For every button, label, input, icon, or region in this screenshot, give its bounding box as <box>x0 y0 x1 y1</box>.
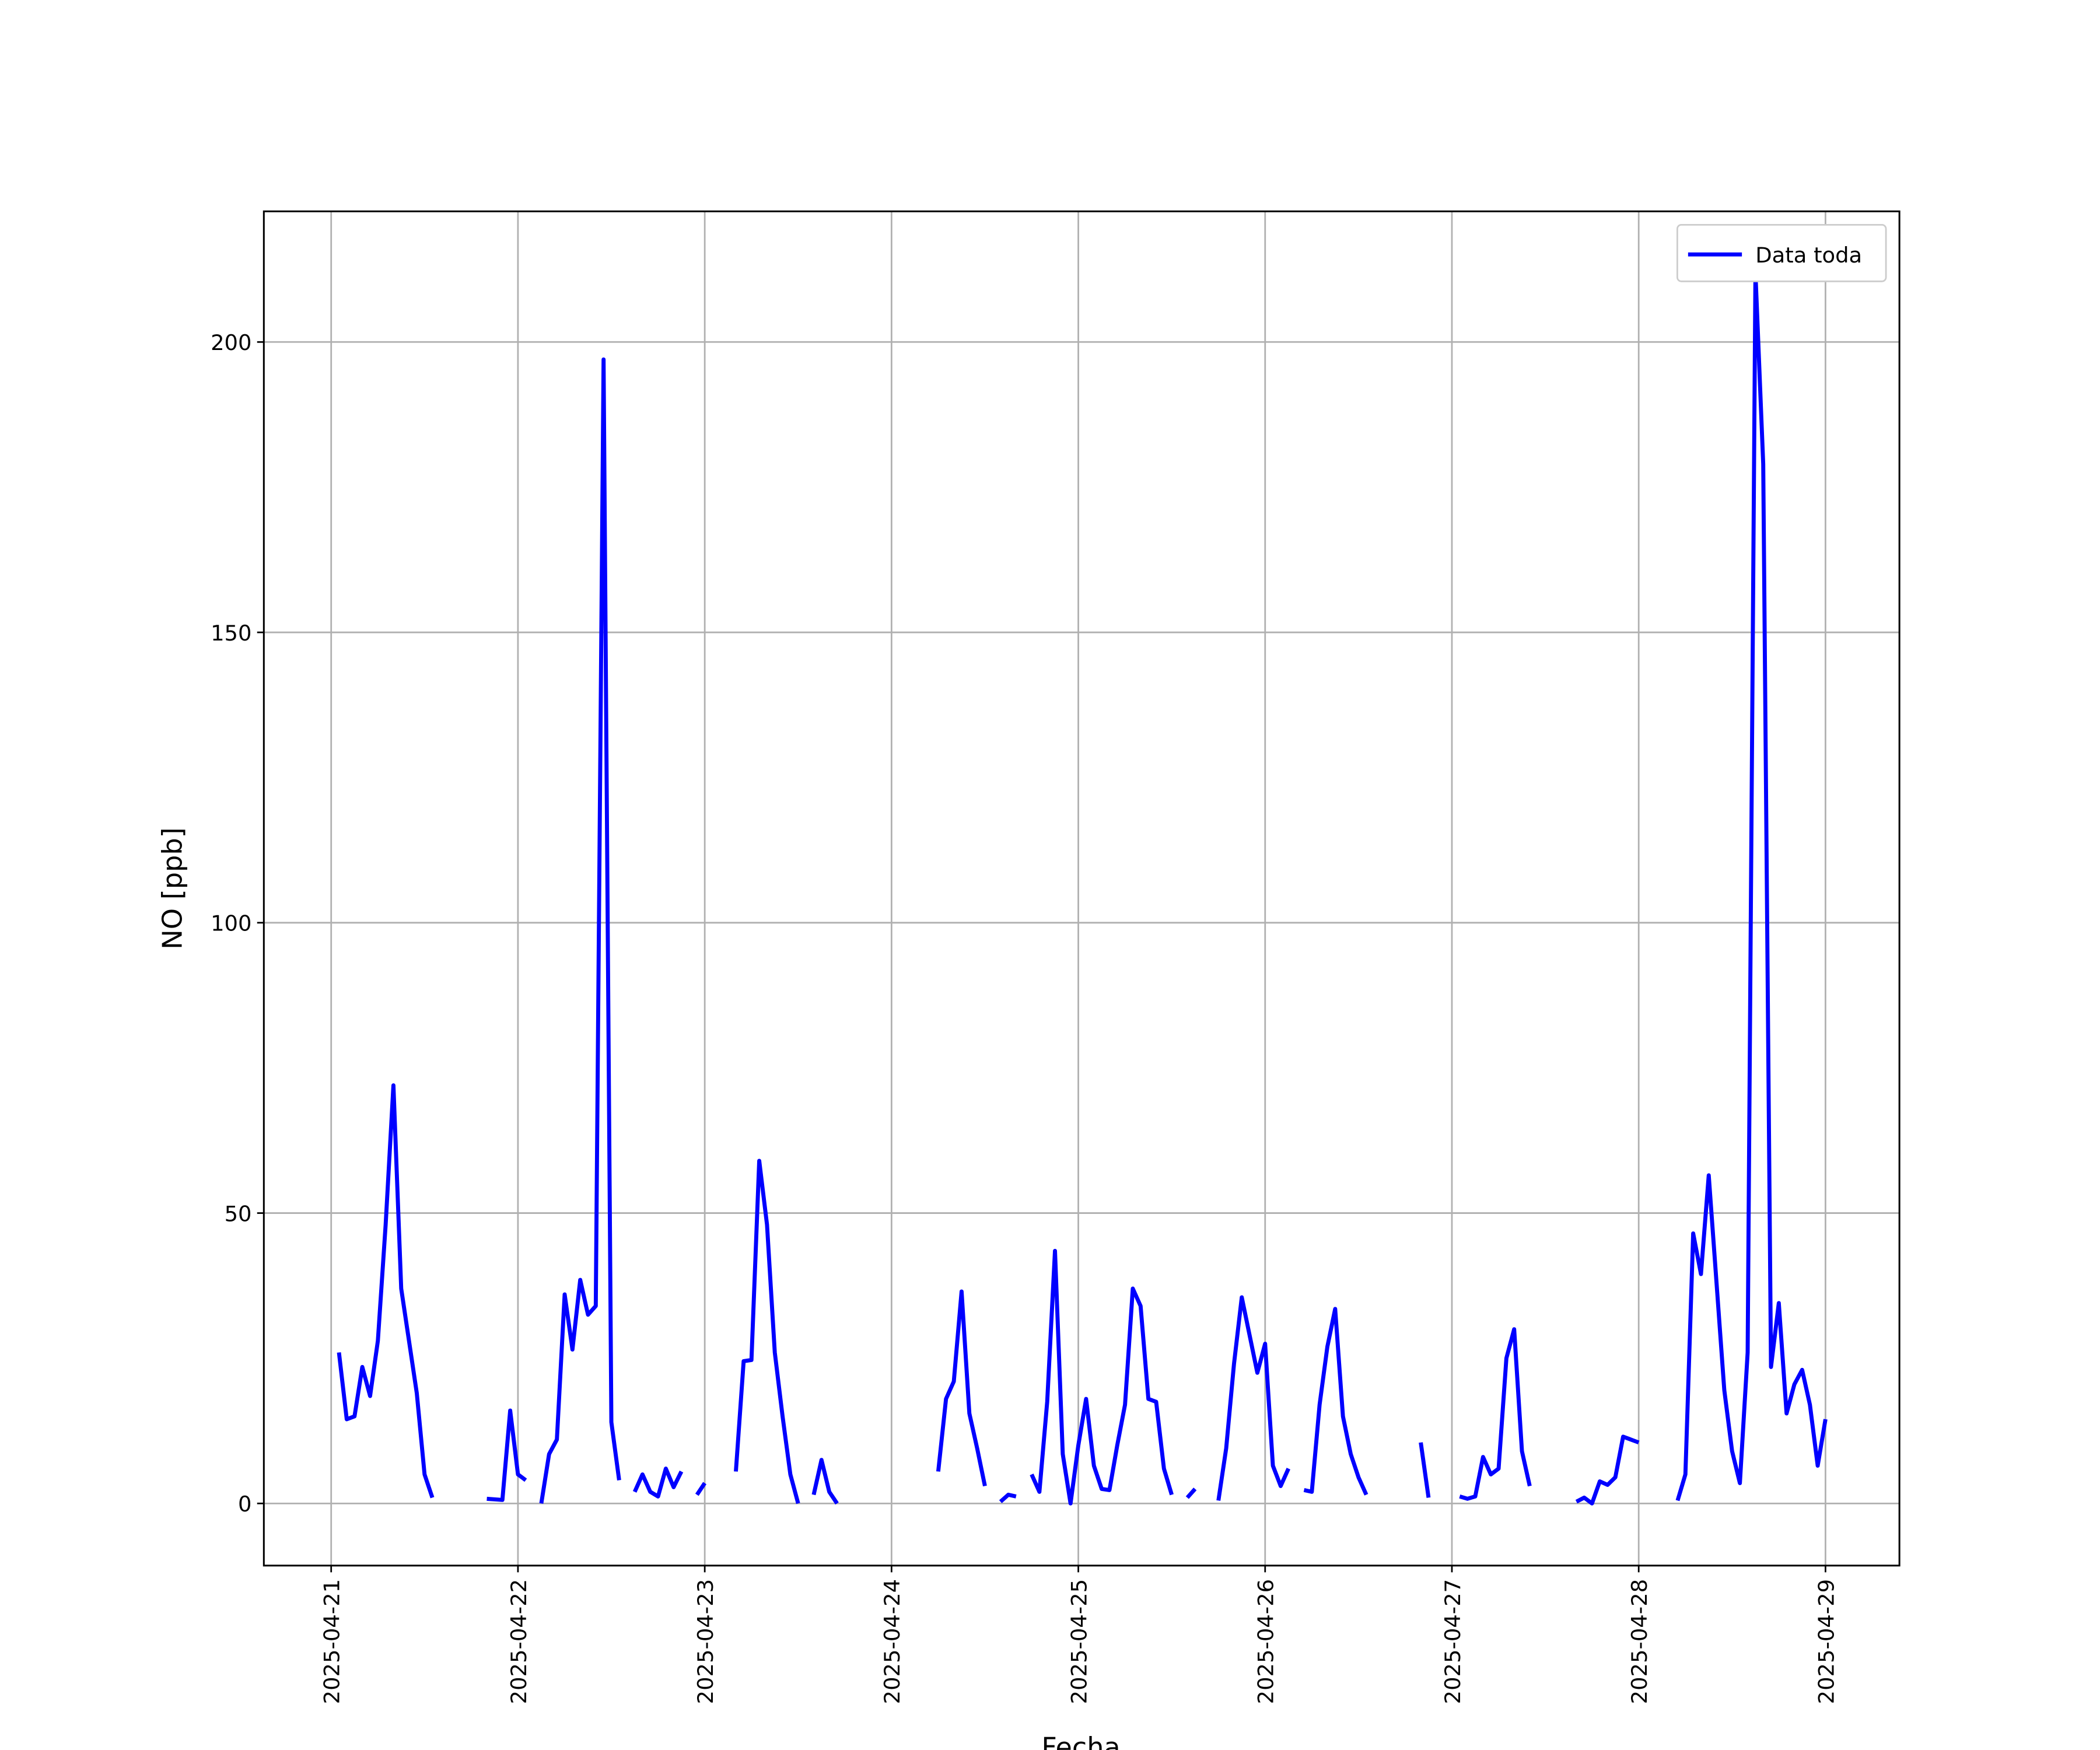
data-line <box>1216 1295 1290 1501</box>
x-tick-label: 2025-04-23 <box>693 1579 718 1704</box>
x-tick-label: 2025-04-27 <box>1440 1579 1465 1704</box>
data-line <box>1575 1434 1640 1506</box>
data-line <box>811 1458 839 1505</box>
y-tick-label: 50 <box>225 1201 252 1226</box>
data-line <box>1303 1307 1368 1496</box>
y-tick-label: 150 <box>211 621 251 646</box>
x-tick-label: 2025-04-25 <box>1066 1579 1091 1704</box>
data-line <box>1419 1442 1431 1498</box>
legend-box <box>1676 224 1887 282</box>
x-tick-label: 2025-04-28 <box>1627 1579 1652 1704</box>
y-tick-label: 0 <box>238 1492 251 1517</box>
x-axis-label: Fecha <box>1041 1732 1120 1750</box>
data-line <box>1030 1248 1174 1506</box>
data-line <box>734 1158 800 1504</box>
data-line <box>695 1482 707 1496</box>
x-tick-label: 2025-04-24 <box>880 1579 905 1704</box>
data-line <box>1459 1327 1532 1501</box>
y-axis-label: NO [ppb] <box>157 827 188 949</box>
data-line <box>487 1408 527 1502</box>
y-tick-label: 200 <box>211 330 251 355</box>
data-line <box>936 1289 987 1487</box>
legend-label: Data toda <box>1755 243 1862 268</box>
data-line <box>337 1083 435 1499</box>
data-line <box>632 1466 684 1499</box>
data-line <box>1185 1488 1197 1499</box>
x-tick-label: 2025-04-22 <box>506 1579 531 1704</box>
x-tick-label: 2025-04-26 <box>1254 1579 1279 1704</box>
x-tick-label: 2025-04-29 <box>1814 1579 1839 1704</box>
x-tick-label: 2025-04-21 <box>320 1579 345 1704</box>
data-line <box>1675 270 1828 1502</box>
data-line <box>999 1492 1017 1503</box>
plot-frame <box>262 210 1901 1567</box>
y-tick-label: 100 <box>211 911 251 936</box>
data-line <box>539 357 621 1504</box>
